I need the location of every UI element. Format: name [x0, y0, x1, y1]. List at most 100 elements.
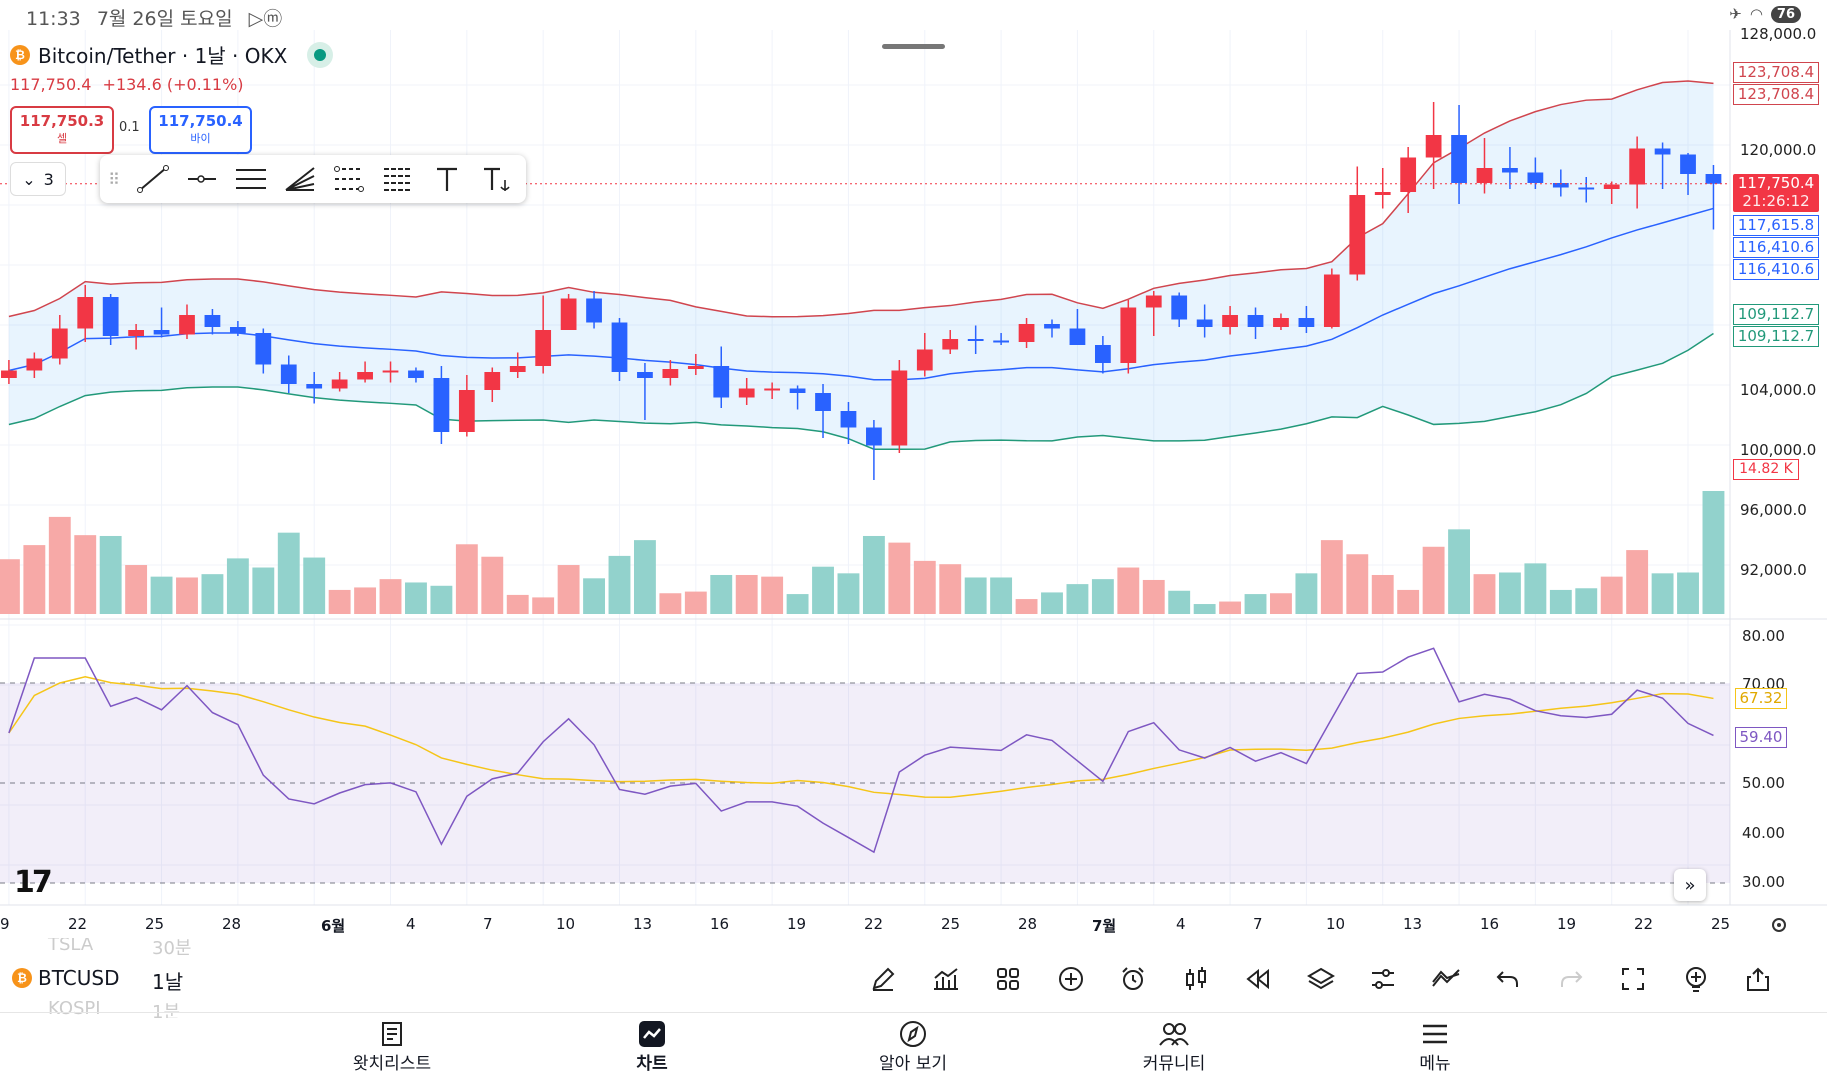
- templates-button[interactable]: [977, 958, 1040, 1000]
- trend-line-icon: [136, 165, 169, 193]
- sliders-icon: [1372, 969, 1395, 989]
- price-axis[interactable]: 128,000.0 120,000.0 104,000.0 100,000.0 …: [1730, 25, 1827, 905]
- candle-body: [1120, 307, 1137, 363]
- candle-body: [357, 372, 373, 380]
- scale-settings-button[interactable]: [1768, 914, 1790, 940]
- horizontal-ray-tool[interactable]: [177, 155, 226, 203]
- text-tool[interactable]: [422, 155, 471, 203]
- candle-body: [306, 384, 323, 389]
- status-right: ✈ ◠ 76: [1729, 5, 1801, 23]
- candle-body: [1654, 148, 1671, 155]
- candle-body: [1069, 328, 1086, 345]
- settings-button[interactable]: [1352, 958, 1415, 1000]
- layers-button[interactable]: [1290, 958, 1353, 1000]
- chart-type-button[interactable]: [1165, 958, 1228, 1000]
- candle-body: [738, 388, 755, 398]
- menu-icon: [1423, 1024, 1447, 1044]
- parallel-channel-tool[interactable]: [226, 155, 275, 203]
- bollinger-basis-line: [8, 207, 1714, 381]
- volume-bar: [354, 587, 377, 614]
- indicators-button[interactable]: [915, 958, 978, 1000]
- legend-collapse-button[interactable]: ⌄ 3: [10, 162, 66, 196]
- ticker-selector[interactable]: TSLA 30분 ₿ BTCUSD 1날 KOSPI 1분: [12, 938, 252, 1018]
- last-price: 117,750.4: [10, 75, 92, 94]
- candle-body: [1018, 324, 1035, 342]
- volume-bar: [1397, 589, 1420, 614]
- rewind-icon: [1246, 968, 1270, 990]
- fullscreen-button[interactable]: [1602, 958, 1665, 1000]
- zoom-button[interactable]: [1665, 958, 1728, 1000]
- tab-label: 왓치리스트: [352, 1054, 432, 1074]
- drawing-toolbar: ⠿: [100, 155, 526, 203]
- sell-button[interactable]: 117,750.3 셀: [10, 106, 114, 154]
- candle-body: [1400, 157, 1417, 192]
- buy-price: 117,750.4: [158, 112, 243, 130]
- volume-bar: [455, 544, 478, 614]
- time-axis-tick: 19: [1557, 915, 1577, 933]
- tab-watchlist[interactable]: 왓치리스트: [322, 1019, 462, 1074]
- ticker-interval[interactable]: 1날: [152, 970, 184, 994]
- volume-bar: [23, 545, 46, 614]
- candle-body: [1476, 168, 1493, 183]
- candle-body: [509, 366, 526, 372]
- candle-body: [993, 340, 1009, 343]
- ticker-symbol: BTCUSD: [38, 966, 120, 990]
- candle-body: [1502, 168, 1518, 173]
- volume-bar: [1193, 604, 1216, 614]
- candle-body: [687, 366, 704, 369]
- volume-bar: [1626, 550, 1649, 614]
- pencil-icon: [872, 967, 895, 991]
- scroll-to-realtime-button[interactable]: »: [1674, 869, 1706, 901]
- rsi-badge: 59.40: [1735, 727, 1787, 748]
- candle-body: [713, 366, 730, 398]
- redo-button[interactable]: [1540, 958, 1603, 1000]
- spread-value: 0.1: [119, 120, 140, 135]
- draw-button[interactable]: [852, 958, 915, 1000]
- volume-bar: [1371, 574, 1394, 614]
- volume-bar: [48, 516, 71, 614]
- time-axis[interactable]: 9 22 25 28 6월 4 7 10 13 16 19 22 25 28 7…: [0, 905, 1730, 935]
- fib-fan-tool[interactable]: [275, 155, 324, 203]
- add-button[interactable]: [1040, 958, 1103, 1000]
- status-time: 11:33: [26, 8, 81, 30]
- candle-body: [1451, 135, 1467, 183]
- alert-button[interactable]: [1102, 958, 1165, 1000]
- price-axis-tick: 128,000.0: [1740, 25, 1817, 43]
- ticker-current[interactable]: ₿ BTCUSD: [12, 966, 119, 990]
- undo-button[interactable]: [1477, 958, 1540, 1000]
- volume-bar: [430, 585, 453, 614]
- symbol-header[interactable]: ₿ Bitcoin/Tether · 1날 · OKX: [10, 40, 334, 69]
- drag-grip-icon[interactable]: ⠿: [108, 169, 120, 189]
- candle-body: [891, 370, 908, 446]
- anchored-text-icon: [483, 167, 510, 191]
- gear-icon: [1772, 918, 1786, 932]
- anchored-text-tool[interactable]: [471, 155, 520, 203]
- add-icon: [1058, 967, 1083, 991]
- volume-badge: 14.82 K: [1733, 459, 1799, 480]
- fib-retracement-tool[interactable]: [324, 155, 373, 203]
- replay-button[interactable]: [1227, 958, 1290, 1000]
- buy-button[interactable]: 117,750.4 바이: [149, 106, 252, 154]
- ghost-symbol-below: KOSPI: [48, 998, 101, 1018]
- fullscreen-icon: [1622, 968, 1645, 990]
- tab-community[interactable]: 커뮤니티: [1104, 1019, 1244, 1074]
- tab-menu[interactable]: 메뉴: [1365, 1019, 1505, 1074]
- tab-chart[interactable]: 차트: [582, 1019, 722, 1074]
- tab-explore[interactable]: 알아 보기: [843, 1019, 983, 1074]
- volume-bar: [1677, 572, 1699, 614]
- fib-extension-tool[interactable]: [373, 155, 422, 203]
- share-button[interactable]: [1727, 958, 1790, 1000]
- time-axis-tick: 16: [710, 915, 730, 933]
- redo-icon: [1560, 971, 1583, 987]
- bitcoin-icon: ₿: [12, 968, 32, 988]
- volume-bar: [786, 594, 809, 614]
- candle-type-icon: [1185, 967, 1206, 990]
- volume-bar: [532, 597, 555, 614]
- candle-body: [102, 297, 119, 336]
- buy-label: 바이: [190, 132, 211, 145]
- trend-line-tool[interactable]: [128, 155, 177, 203]
- drag-handle[interactable]: [882, 44, 945, 49]
- last-price-badge: 117,750.4 21:26:12: [1733, 174, 1819, 212]
- compare-button[interactable]: [1415, 958, 1478, 1000]
